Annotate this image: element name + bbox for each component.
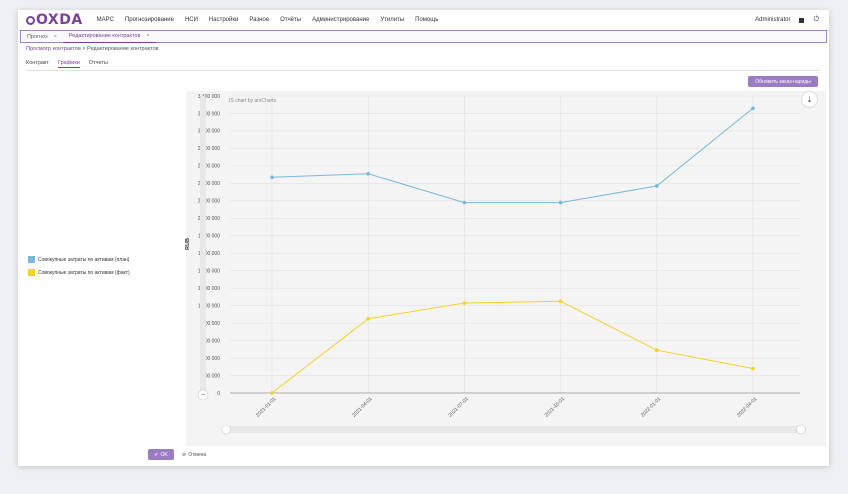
y-axis-label: RUB	[185, 238, 191, 250]
legend-label: Совокупные затраты по активам (факт)	[38, 269, 130, 276]
data-point[interactable]	[751, 106, 755, 111]
divider	[26, 70, 821, 71]
data-point[interactable]	[366, 316, 371, 321]
legend-label: Совокупные затраты по активам (план)	[38, 256, 130, 263]
x-tick-label: 2022-04-01	[736, 396, 758, 418]
menu-item[interactable]: НСИ	[184, 17, 198, 23]
x-tick-label: 2021-04-01	[351, 396, 373, 418]
data-point[interactable]	[655, 348, 659, 352]
tab-label: Редактирование контрактов	[68, 33, 141, 39]
refresh-orders-button[interactable]: Обновить заказ-наряды	[748, 76, 818, 87]
x-scrollbar-start-handle[interactable]	[221, 424, 231, 435]
ok-button[interactable]: ✔ OK	[148, 449, 174, 460]
x-tick-label: 2022-01-01	[640, 396, 662, 418]
close-icon[interactable]: ×	[53, 33, 57, 40]
legend-item-plan[interactable]: Совокупные затраты по активам (план)	[28, 256, 130, 263]
y-scrollbar[interactable]	[200, 96, 206, 393]
document-tabs: Прогноз × Редактирование контрактов ×	[20, 30, 827, 43]
x-scrollbar-end-handle[interactable]	[796, 424, 806, 435]
zoom-out-button[interactable]	[197, 389, 209, 401]
data-point[interactable]	[270, 175, 274, 180]
app-window: OXDA МАРС Прогнозирование НСИ Настройки Разн…	[18, 10, 829, 466]
y-tick-label: 2 800 000	[198, 146, 220, 152]
breadcrumb: Просмотр контрактов > Редактирование кон…	[26, 46, 159, 52]
data-point[interactable]	[751, 366, 755, 371]
tab-reports[interactable]: Отчеты	[88, 60, 108, 66]
content-tabs: Контракт Графики Отчеты	[26, 60, 108, 68]
menu-item[interactable]: Прогнозирование	[124, 17, 174, 23]
logo-text: OXDA	[36, 12, 83, 28]
legend-swatch	[28, 269, 35, 276]
y-tick-label: 2 400 000	[198, 181, 220, 187]
y-tick-label: 400 000	[202, 356, 220, 362]
y-tick-label: 3 400 000	[198, 94, 220, 100]
y-tick-label: 2 600 000	[198, 164, 220, 170]
tab-contract[interactable]: Контракт	[26, 60, 49, 66]
check-icon: ✔	[154, 451, 159, 458]
y-tick-label: 1 600 000	[198, 251, 220, 257]
y-tick-label: 1 400 000	[198, 269, 220, 275]
y-tick-label: 1 800 000	[198, 234, 220, 240]
y-tick-label: 2 000 000	[198, 216, 220, 222]
menu-item[interactable]: МАРС	[96, 17, 114, 23]
breadcrumb-separator: >	[82, 46, 86, 52]
menu-item[interactable]: Помощь	[415, 17, 439, 23]
ok-label: OK	[160, 451, 168, 458]
cancel-icon: ⊘	[182, 451, 187, 458]
y-tick-label: 0	[217, 391, 220, 397]
amcharts-credit[interactable]: JS chart by amCharts	[228, 98, 277, 104]
data-point[interactable]	[366, 171, 371, 176]
menu-item[interactable]: Отчёты	[280, 17, 302, 23]
tab-label: Прогноз	[27, 33, 48, 40]
breadcrumb-link[interactable]: Просмотр контрактов	[26, 46, 81, 52]
chart-legend: Совокупные затраты по активам (план) Сов…	[28, 256, 130, 282]
y-tick-label: 200 000	[202, 373, 220, 379]
user-area: Administrator ⏻	[755, 10, 819, 30]
logout-icon[interactable]: ⏻	[813, 16, 819, 23]
data-point[interactable]	[655, 184, 659, 188]
data-point[interactable]	[462, 301, 467, 305]
legend-swatch	[28, 256, 35, 263]
y-tick-label: 2 200 000	[198, 199, 220, 205]
y-tick-label: 3 200 000	[198, 111, 220, 117]
x-tick-label: 2021-10-01	[544, 396, 566, 418]
chart-panel	[186, 91, 826, 446]
series-line-0	[271, 107, 754, 204]
menu-item[interactable]: Администрирование	[312, 17, 370, 23]
x-tick-label: 2021-01-01	[255, 396, 277, 418]
y-tick-label: 800 000	[202, 321, 220, 327]
x-tick-label: 2021-07-01	[447, 396, 469, 418]
data-point[interactable]	[270, 391, 274, 395]
logo-ring-icon	[26, 15, 35, 25]
export-icon[interactable]: ⤓	[801, 91, 818, 108]
cancel-button[interactable]: ⊘ Отмена	[182, 449, 206, 460]
tab-forecast[interactable]: Прогноз ×	[21, 31, 63, 42]
zoom-out-icon: −	[201, 392, 205, 399]
breadcrumb-current: Редактирование контрактов	[87, 46, 159, 52]
data-point[interactable]	[558, 299, 563, 304]
x-scrollbar[interactable]	[226, 426, 806, 433]
menu-item[interactable]: Утилиты	[380, 17, 405, 23]
tab-charts[interactable]: Графики	[57, 60, 80, 68]
y-tick-label: 3 000 000	[198, 129, 220, 135]
legend-item-fact[interactable]: Совокупные затраты по активам (факт)	[28, 269, 130, 276]
app-logo[interactable]: OXDA	[26, 12, 83, 28]
line-chart: 0 200 000 400 000 600 000 800 000 1 000 000 1 …	[185, 94, 806, 435]
grid-icon[interactable]	[799, 17, 805, 23]
menu-item[interactable]: Разное	[249, 17, 270, 23]
y-tick-label: 1 200 000	[198, 286, 220, 292]
data-point[interactable]	[558, 200, 563, 205]
tab-edit-contracts[interactable]: Редактирование контрактов ×	[62, 31, 156, 43]
y-tick-label: 600 000	[202, 338, 220, 344]
close-icon[interactable]: ×	[146, 33, 150, 39]
menu-item[interactable]: Настройки	[208, 17, 239, 23]
y-tick-label: 1 000 000	[198, 303, 220, 309]
user-name[interactable]: Administrator	[755, 17, 791, 23]
main-menu: МАРС Прогнозирование НСИ Настройки Разное Отч…	[97, 17, 439, 23]
series-line-1	[271, 300, 754, 394]
cancel-label: Отмена	[188, 451, 207, 458]
data-point[interactable]	[462, 200, 467, 205]
